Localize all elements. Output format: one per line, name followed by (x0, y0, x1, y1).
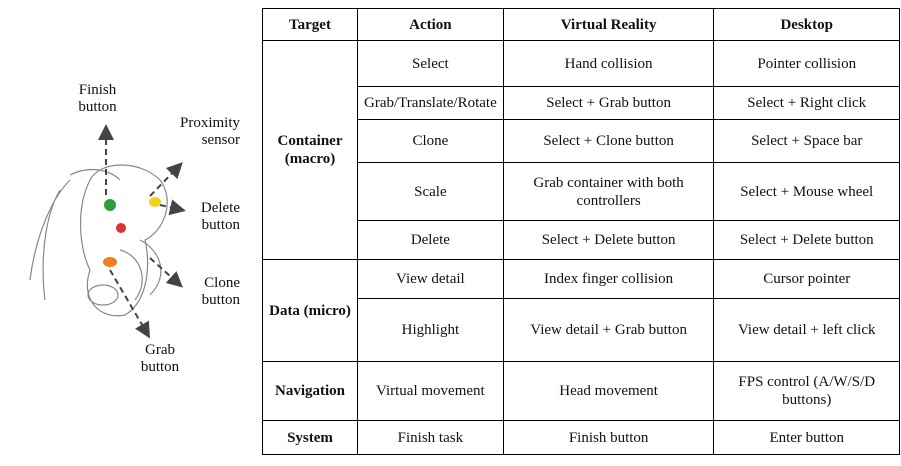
header-cell: Virtual Reality (502, 8, 715, 41)
table-row: System Finish task Finish button Enter butt… (262, 420, 900, 455)
table-row: Container (macro) Select Hand collision Poi… (262, 40, 900, 260)
table-cell: Highlight (357, 298, 504, 362)
controller-illustration: Finish button Proximity sensor Delete bu… (29, 82, 240, 375)
table-cell: Select (357, 40, 504, 87)
label: Finish button (78, 82, 117, 115)
table-cell: Pointer collision (713, 40, 900, 87)
table-row: Data (micro) View detail Index finger coll… (262, 259, 900, 362)
header-cell: Action (357, 8, 504, 41)
table-cell: View detail + Grab button (502, 298, 715, 362)
table-cell: Grab container with both controllers (502, 162, 715, 221)
proximity-sensor-icon (149, 197, 161, 207)
finish-button-icon (104, 199, 116, 211)
header-row: Target Action Virtual Reality Desktop (262, 8, 900, 41)
arrow (159, 199, 186, 216)
table-row: Clone Select + Clone button Select + Space… (263, 119, 900, 163)
table-cell: Head movement (502, 361, 715, 421)
table-row: Navigation Virtual movement Head movement F… (262, 361, 900, 421)
table-cell: FPS control (A/W/S/D buttons) (713, 361, 900, 421)
table-cell: Index finger collision (502, 259, 715, 299)
table-cell: Hand collision (502, 40, 715, 87)
table-cell: Select + Space bar (713, 119, 900, 163)
target-cell: System (262, 420, 358, 455)
label: Proximity sensor (179, 115, 240, 148)
table-row: Grab/Translate/Rotate Select + Grab butto… (263, 86, 900, 120)
table-cell: Virtual movement (357, 361, 504, 421)
target-cell: Container (macro) (262, 40, 358, 260)
table-cell: Select + Clone button (502, 119, 715, 163)
table-cell: Delete (357, 220, 504, 260)
label: Grab button (140, 342, 180, 375)
table-cell: Grab/Translate/Rotate (357, 86, 504, 120)
table-cell: Cursor pointer (713, 259, 900, 299)
table-cell: Clone (357, 119, 504, 163)
table-row: Scale Grab container with both controller… (263, 162, 900, 221)
label: Clone button (201, 275, 240, 308)
header-cell: Target (262, 8, 358, 41)
target-cell: Navigation (262, 361, 358, 421)
target-cell: Data (micro) (262, 259, 358, 362)
arrow (149, 162, 183, 197)
delete-button-icon (116, 223, 126, 233)
mapping-table: Target Action Virtual Reality Desktop Contai… (262, 8, 900, 455)
arrow (109, 269, 151, 339)
table-cell: Finish task (357, 420, 504, 455)
table-cell: Scale (357, 162, 504, 221)
table-cell: Select + Delete button (713, 220, 900, 260)
table-cell: Select + Mouse wheel (713, 162, 900, 221)
arrow (149, 257, 183, 288)
table-row: Highlight View detail + Grab button View d… (263, 298, 900, 362)
table-cell: Enter button (713, 420, 900, 455)
header-cell: Desktop (713, 8, 900, 41)
label: Delete button (200, 200, 240, 233)
table-cell: Select + Delete button (502, 220, 715, 260)
table-cell: Finish button (502, 420, 715, 455)
table-cell: View detail (357, 259, 504, 299)
table-cell: Select + Right click (713, 86, 900, 120)
table-cell: View detail + left click (713, 298, 900, 362)
table-cell: Select + Grab button (502, 86, 715, 120)
grab-button-icon (103, 257, 117, 267)
table-row: Delete Select + Delete button Select + Del… (263, 220, 900, 260)
